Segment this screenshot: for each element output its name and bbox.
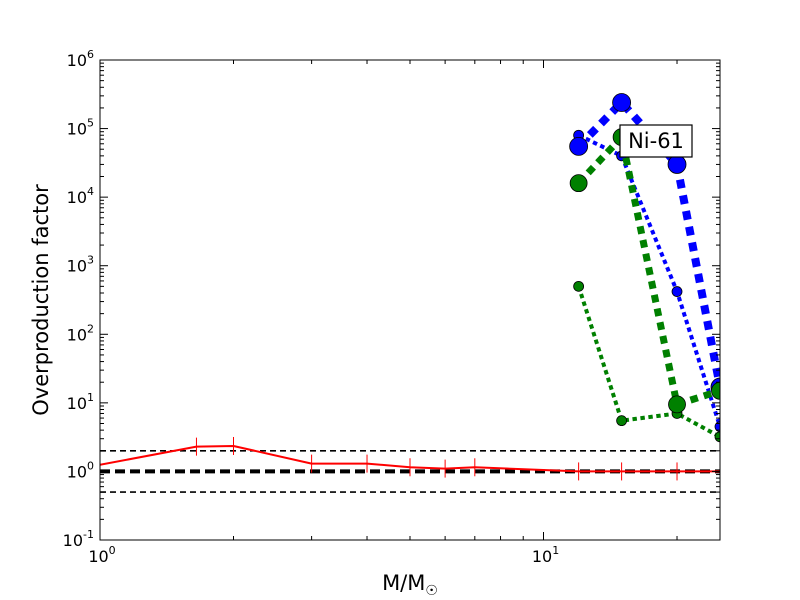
y-axis-label: Overproduction factor <box>29 184 53 416</box>
x-tick-label-exponent: 1 <box>552 544 559 557</box>
y-tick-label: 104 <box>67 185 94 207</box>
y-tick-label-base: 10 <box>63 531 83 550</box>
y-tick-label-exponent: 6 <box>87 48 94 61</box>
series-3-line <box>576 285 720 439</box>
series-4-line <box>576 133 720 408</box>
y-tick-label-base: 10 <box>67 120 87 139</box>
y-tick-label-exponent: 2 <box>87 322 94 335</box>
y-tick-label-exponent: 1 <box>87 391 94 404</box>
y-tick-label-base: 10 <box>67 188 87 207</box>
series-3-point-3 <box>714 431 720 443</box>
x-tick-label-base: 10 <box>88 547 108 566</box>
y-tick-label-exponent: 3 <box>87 254 94 267</box>
y-tick-label-exponent: 5 <box>87 117 94 130</box>
y-tick-label-exponent: 4 <box>87 185 94 198</box>
axis-ticks <box>99 59 720 541</box>
series-4-point-0 <box>569 174 588 193</box>
x-tick-label: 101 <box>532 544 559 566</box>
series-3-point-1 <box>616 415 628 427</box>
series-2-point-2 <box>667 155 687 174</box>
annotation-box: Ni-61 <box>619 124 693 158</box>
plot-frame <box>99 59 721 541</box>
series-4 <box>569 128 720 414</box>
series-2-point-0 <box>569 136 589 156</box>
y-tick-label-base: 10 <box>67 51 87 70</box>
series-layer <box>100 93 720 481</box>
series-4-point-3 <box>711 381 720 400</box>
series-3-point-0 <box>573 280 585 292</box>
series-0 <box>100 436 720 481</box>
y-tick-label-exponent: -1 <box>83 528 94 541</box>
y-tick-label: 103 <box>67 254 94 276</box>
y-tick-label: 100 <box>67 459 94 481</box>
x-axis-label-main: M/M <box>382 571 425 595</box>
series-2-point-1 <box>612 93 632 112</box>
series-1-point-2 <box>671 286 683 297</box>
y-tick-label: 105 <box>67 117 94 139</box>
x-axis-label-sub: ☉ <box>425 583 438 599</box>
y-tick-label: 106 <box>67 48 94 70</box>
y-tick-label: 101 <box>67 391 94 413</box>
y-tick-label: 10-1 <box>63 528 94 550</box>
x-axis-label: M/M☉ <box>382 571 438 599</box>
series-4-point-2 <box>668 395 686 414</box>
annotation-frame <box>619 124 693 158</box>
y-tick-label-base: 10 <box>67 257 87 276</box>
series-1-line <box>577 133 720 428</box>
y-tick-label-base: 10 <box>67 394 87 413</box>
y-tick-label: 102 <box>67 322 94 344</box>
series-1-point-3 <box>714 421 720 433</box>
series-0-line <box>100 444 720 473</box>
y-tick-label-exponent: 0 <box>87 459 94 472</box>
x-tick-label-base: 10 <box>532 547 552 566</box>
y-tick-label-base: 10 <box>67 462 87 481</box>
annotation-label: Ni-61 <box>628 129 684 153</box>
x-tick-label: 100 <box>88 544 115 566</box>
y-tick-label-base: 10 <box>67 325 87 344</box>
x-tick-label-exponent: 0 <box>109 544 116 557</box>
